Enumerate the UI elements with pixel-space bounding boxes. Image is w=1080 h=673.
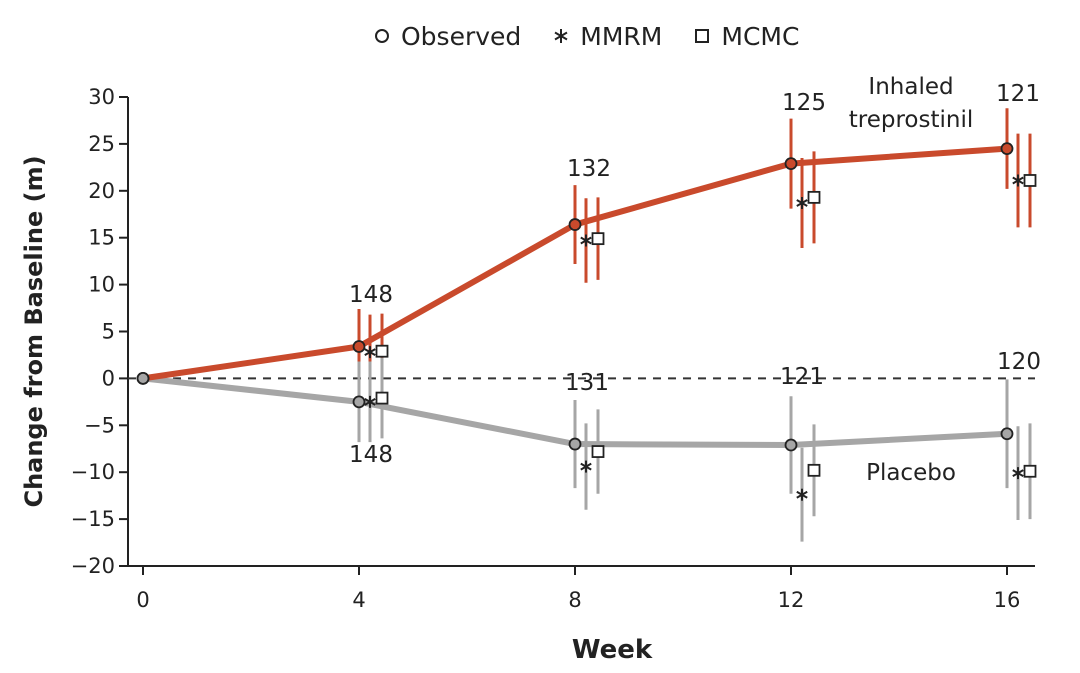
mcmc-point-placebo	[591, 445, 605, 458]
mcmc-point-placebo	[1023, 464, 1037, 478]
mcmc-point-treprostinil	[1023, 174, 1037, 187]
legend-label-mmrm: MMRM	[580, 21, 663, 51]
n-label-placebo: 131	[565, 370, 609, 396]
mcmc-point-treprostinil	[591, 232, 605, 246]
x-tick-label: 4	[352, 588, 365, 612]
series-label-placebo: Placebo	[866, 460, 956, 486]
mmrm-stroke	[1012, 469, 1024, 478]
error-bars-treprostinil	[357, 108, 1032, 390]
y-tick-label: −10	[71, 460, 115, 484]
n-label-placebo: 120	[997, 349, 1041, 375]
legend-item-mmrm: MMRM	[551, 22, 662, 51]
y-tick-label: 0	[102, 366, 115, 390]
y-tick-label: −15	[71, 507, 115, 531]
observed-point-placebo	[1000, 427, 1014, 441]
y-axis-label: Change from Baseline (m)	[20, 155, 48, 507]
y-tick-label: 5	[102, 320, 115, 344]
y-tick-label: 20	[88, 179, 115, 203]
mmrm-stroke	[580, 236, 592, 245]
asterisk-marker-icon	[554, 29, 568, 43]
x-axis-ticks: 0 4 8 12 16	[136, 566, 1020, 612]
legend-label-mcmc: MCMC	[721, 21, 800, 51]
observed-point-treprostinil	[568, 218, 582, 231]
mmrm-point-treprostinil	[580, 234, 592, 247]
observed-point-placebo	[136, 371, 150, 385]
x-tick-label: 0	[136, 588, 149, 612]
mmrm-point-placebo	[796, 488, 808, 501]
y-tick-label: 25	[88, 132, 115, 156]
legend-label-observed: Observed	[401, 21, 522, 51]
observed-point-placebo	[352, 395, 366, 409]
circle-marker-icon	[375, 29, 389, 43]
legend: Observed MMRM MCMC	[372, 18, 799, 54]
x-tick-label: 16	[994, 588, 1021, 612]
mcmc-point-placebo	[807, 463, 821, 477]
observed-point-treprostinil	[1000, 142, 1014, 155]
legend-item-mcmc: MCMC	[692, 22, 799, 51]
observed-point-treprostinil	[352, 340, 366, 353]
observed-point-treprostinil	[784, 157, 798, 170]
n-label-treprostinil: 125	[782, 90, 826, 116]
n-label-treprostinil: 132	[567, 156, 611, 182]
mmrm-stroke	[580, 462, 592, 471]
mmrm-stroke	[796, 490, 808, 499]
y-tick-label: −20	[71, 554, 115, 578]
y-tick-label: 30	[88, 85, 115, 109]
x-axis-label: Week	[572, 635, 653, 665]
square-marker-icon	[695, 29, 710, 43]
mmrm-point-placebo	[1012, 467, 1024, 480]
series-label-treprostinil-line2: treprostinil	[849, 107, 974, 133]
mmrm-point-placebo	[580, 460, 592, 473]
n-label-treprostinil: 121	[996, 81, 1040, 107]
n-label-placebo: 121	[780, 364, 824, 390]
mmrm-stroke	[364, 348, 376, 357]
mcmc-point-treprostinil	[375, 344, 389, 358]
y-axis-ticks: 30 25 20 15 10 5 0 −5 −10 −15 −20	[71, 85, 128, 578]
series-label-treprostinil-line1: Inhaled	[868, 74, 953, 100]
mcmc-point-treprostinil	[807, 190, 821, 204]
x-tick-label: 12	[778, 588, 805, 612]
y-tick-label: −5	[84, 413, 115, 437]
mmrm-point-treprostinil	[1012, 174, 1024, 187]
mcmc-point-placebo	[375, 391, 389, 405]
mmrm-stroke	[364, 397, 376, 406]
y-tick-label: 15	[88, 226, 115, 250]
n-label-placebo: 148	[349, 442, 393, 468]
mmrm-stroke	[796, 199, 808, 207]
x-tick-label: 8	[568, 588, 581, 612]
mmrm-point-treprostinil	[364, 346, 376, 359]
series-layer: 148 132 125 121 148 131 121 120 Inhaled treprosti…	[136, 74, 1041, 542]
legend-item-observed: Observed	[372, 22, 521, 51]
n-label-treprostinil: 148	[349, 282, 393, 308]
mmrm-point-treprostinil	[796, 196, 808, 209]
mmrm-point-placebo	[364, 395, 376, 408]
error-bars-placebo	[357, 357, 1032, 542]
observed-point-placebo	[568, 437, 582, 451]
mmrm-stroke	[1012, 176, 1024, 185]
y-tick-label: 10	[88, 273, 115, 297]
observed-point-placebo	[784, 438, 798, 452]
